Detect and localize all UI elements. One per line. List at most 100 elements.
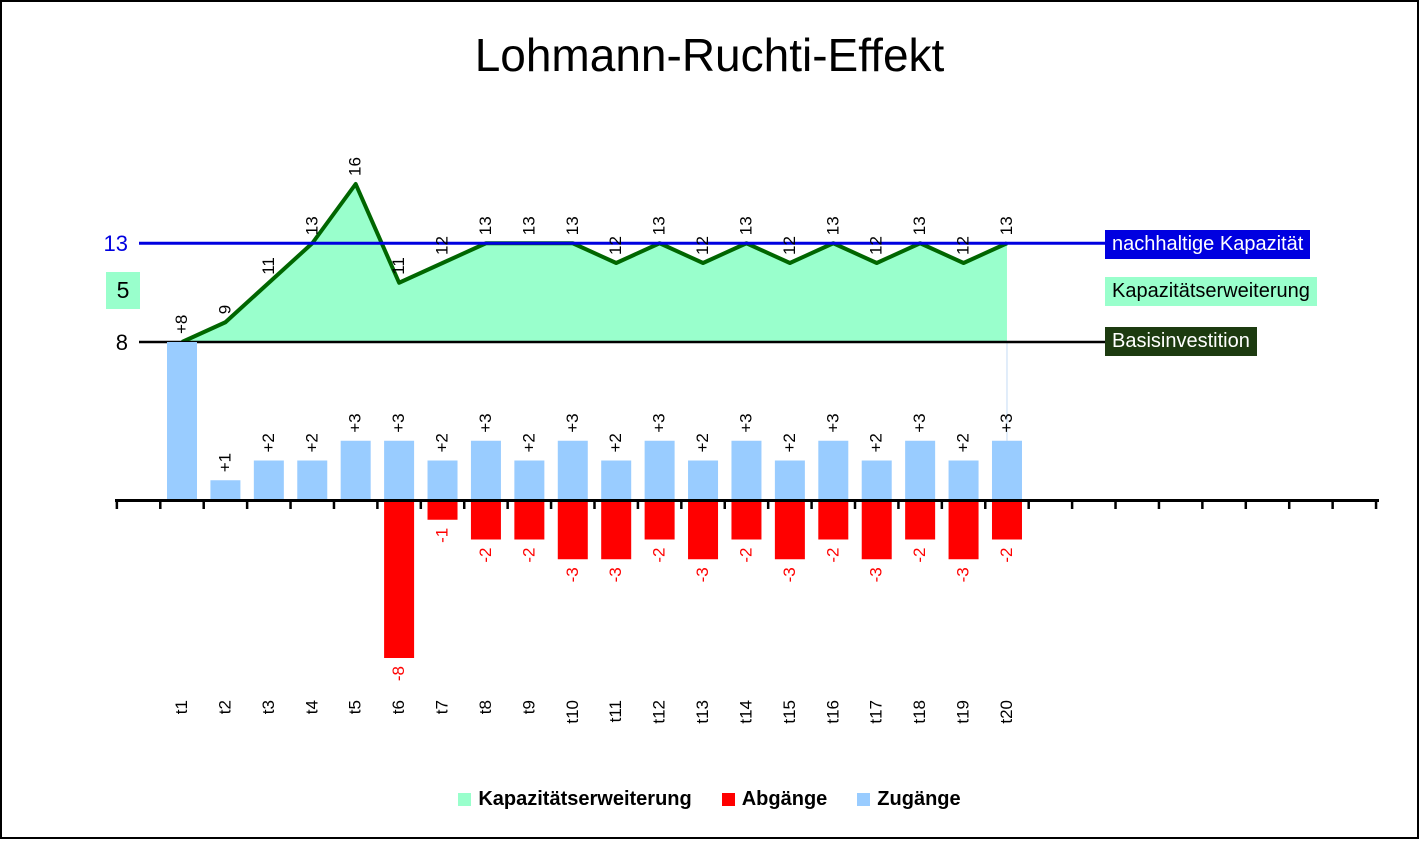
addition-bar-t15 <box>774 460 805 500</box>
chart-title: Lohmann-Ruchti-Effekt <box>474 29 945 81</box>
svg-text:t8: t8 <box>476 700 495 714</box>
svg-text:t15: t15 <box>780 700 799 724</box>
svg-text:+2: +2 <box>606 433 625 452</box>
svg-text:-2: -2 <box>476 548 495 563</box>
svg-text:t12: t12 <box>650 700 669 724</box>
addition-bar-t17 <box>861 460 892 500</box>
addition-bar-t13 <box>688 460 719 500</box>
svg-text:13: 13 <box>519 216 538 235</box>
svg-text:-1: -1 <box>433 528 452 543</box>
svg-text:+3: +3 <box>736 413 755 432</box>
addition-bar-t11 <box>601 460 632 500</box>
addition-bar-t16 <box>818 440 849 500</box>
label-box-expansion: Kapazitätserweiterung <box>1105 277 1317 306</box>
legend-label-expansion: Kapazitätserweiterung <box>478 788 692 810</box>
addition-bar-t6 <box>384 440 415 500</box>
svg-text:-3: -3 <box>563 567 582 582</box>
svg-text:+3: +3 <box>910 413 929 432</box>
svg-text:+1: +1 <box>215 453 234 472</box>
svg-text:t18: t18 <box>910 700 929 724</box>
disposal-bar-t9 <box>514 500 545 540</box>
svg-text:-3: -3 <box>606 567 625 582</box>
disposal-bar-t14 <box>731 500 762 540</box>
disposal-bar-t19 <box>948 500 979 560</box>
addition-bar-t14 <box>731 440 762 500</box>
addition-bar-t12 <box>644 440 675 500</box>
svg-text:+3: +3 <box>346 413 365 432</box>
svg-text:11: 11 <box>389 257 408 275</box>
disposal-bar-t16 <box>818 500 849 540</box>
disposal-bar-t13 <box>688 500 719 560</box>
addition-bar-t9 <box>514 460 545 500</box>
svg-text:12: 12 <box>780 236 799 255</box>
svg-text:12: 12 <box>693 236 712 255</box>
addition-bar-t2 <box>210 480 241 500</box>
svg-text:t10: t10 <box>563 700 582 724</box>
svg-text:+3: +3 <box>563 413 582 432</box>
additions-bars <box>167 342 1022 500</box>
expansion-area <box>181 182 1008 344</box>
disposal-bar-t17 <box>861 500 892 560</box>
svg-text:13: 13 <box>997 216 1016 235</box>
legend-item-expansion: Kapazitätserweiterung <box>458 788 692 811</box>
addition-bar-t5 <box>340 440 371 500</box>
disposal-bar-t15 <box>774 500 805 560</box>
svg-text:-3: -3 <box>867 567 886 582</box>
addition-bar-t1 <box>167 342 197 500</box>
addition-bar-t19 <box>948 460 979 500</box>
svg-text:13: 13 <box>910 216 929 235</box>
svg-text:+3: +3 <box>650 413 669 432</box>
x-axis <box>115 499 1379 509</box>
svg-text:+2: +2 <box>954 433 973 452</box>
value-labels: 9 11 13 16 11 12 13 13 13 12 13 12 13 12 13 12 13 12 13 +8 +… <box>172 157 1016 681</box>
svg-text:+2: +2 <box>519 433 538 452</box>
addition-bar-t3 <box>253 460 284 500</box>
svg-text:13: 13 <box>563 216 582 235</box>
svg-text:16: 16 <box>346 157 365 176</box>
svg-text:-2: -2 <box>650 548 669 563</box>
category-labels: t1 t2 t3 t4 t5 t6 t7 t8 t9 t10 t11 t12 t13 t14 t15 t16 t… <box>172 700 1016 724</box>
svg-text:+3: +3 <box>823 413 842 432</box>
svg-text:t2: t2 <box>215 700 234 714</box>
svg-text:+8: +8 <box>172 315 191 334</box>
disposal-bar-t10 <box>557 500 588 560</box>
y-label-sustainable-capacity: 13 <box>103 231 128 256</box>
addition-bar-t18 <box>905 440 936 500</box>
addition-bar-t10 <box>557 440 588 500</box>
svg-text:11: 11 <box>259 257 278 275</box>
svg-text:-3: -3 <box>954 567 973 582</box>
disposal-bar-t20 <box>991 500 1022 540</box>
svg-text:13: 13 <box>476 216 495 235</box>
additions-swatch-icon <box>857 793 871 806</box>
label-box-sustainable-capacity: nachhaltige Kapazität <box>1105 230 1311 259</box>
svg-text:t16: t16 <box>823 700 842 724</box>
svg-text:12: 12 <box>433 236 452 255</box>
svg-text:t6: t6 <box>389 700 408 714</box>
svg-text:+2: +2 <box>302 433 321 452</box>
label-box-base-investment: Basisinvestition <box>1105 327 1257 356</box>
svg-text:-2: -2 <box>519 548 538 563</box>
addition-bar-t4 <box>297 460 328 500</box>
addition-bar-t7 <box>427 460 458 500</box>
y-label-base-investment: 8 <box>115 330 128 355</box>
legend-label-additions: Zugänge <box>877 788 961 810</box>
svg-text:-2: -2 <box>823 548 842 563</box>
svg-text:t19: t19 <box>954 700 973 724</box>
disposals-bars <box>384 500 1022 658</box>
svg-text:t9: t9 <box>519 700 538 714</box>
svg-text:9: 9 <box>215 305 234 314</box>
disposal-bar-t8 <box>470 500 501 540</box>
svg-text:-3: -3 <box>780 567 799 582</box>
svg-text:t14: t14 <box>736 700 755 724</box>
svg-text:12: 12 <box>867 236 886 255</box>
svg-text:+2: +2 <box>693 433 712 452</box>
svg-text:13: 13 <box>302 216 321 235</box>
svg-text:12: 12 <box>606 236 625 255</box>
disposal-bar-t6 <box>384 500 415 658</box>
svg-text:+2: +2 <box>867 433 886 452</box>
disposal-bar-t18 <box>905 500 936 540</box>
svg-text:+3: +3 <box>389 413 408 432</box>
legend-label-disposals: Abgänge <box>741 788 828 810</box>
svg-text:t3: t3 <box>259 700 278 714</box>
